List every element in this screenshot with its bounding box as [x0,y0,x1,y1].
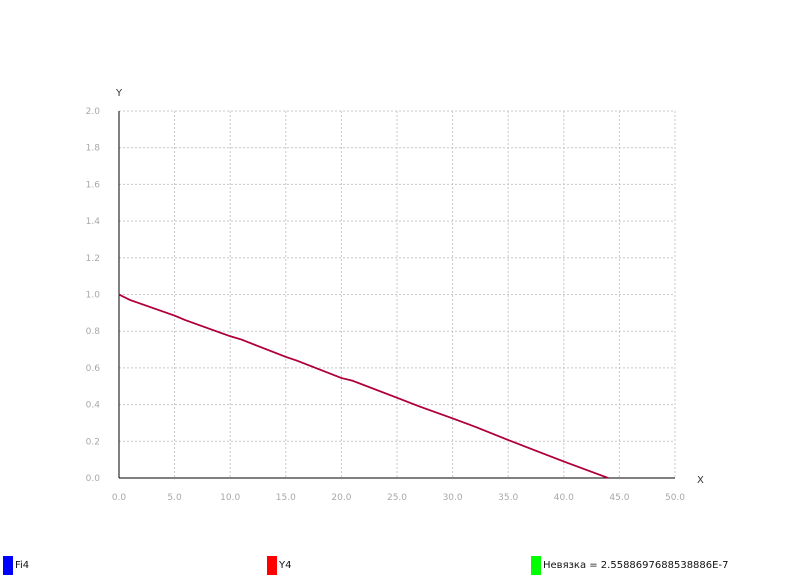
legend-swatch-residual [531,556,541,575]
x-tick-label: 20.0 [331,493,351,503]
y-tick-label: 1.0 [86,291,101,301]
legend-label-residual: Невязка = 2.5588697688538886E-7 [543,560,729,571]
x-axis-label: X [697,475,704,486]
legend-item-y4: Y4 [267,556,291,575]
y-tick-label: 0.4 [86,401,101,411]
y-tick-label: 1.2 [86,254,100,264]
x-tick-label: 25.0 [387,493,407,503]
y-tick-label: 0.0 [86,474,101,484]
legend-label-fi4: Fi4 [15,560,30,571]
y-tick-label: 0.8 [86,327,101,337]
y-axis-label: Y [115,88,123,99]
series-line-y4 [118,293,609,479]
y-tick-label: 0.2 [86,437,100,447]
x-tick-label: 50.0 [665,493,685,503]
grid [119,110,676,478]
x-tick-label: 0.0 [112,493,127,503]
x-tick-label: 5.0 [167,493,182,503]
x-tick-label: 30.0 [443,493,463,503]
y-tick-label: 1.6 [86,180,101,190]
legend-item-fi4: Fi4 [3,556,29,575]
x-tick-label: 40.0 [554,493,574,503]
x-tick-label: 15.0 [276,493,296,503]
legend-swatch-fi4 [3,556,13,575]
y-tick-label: 1.4 [86,217,101,227]
x-tick-label: 10.0 [220,493,240,503]
y-tick-label: 0.6 [86,364,101,374]
legend-swatch-y4 [267,556,277,575]
legend-item-residual: Невязка = 2.5588697688538886E-7 [531,556,728,575]
series [118,293,609,479]
y-tick-label: 1.8 [86,144,101,154]
y-tick-labels: 0.0 0.2 0.4 0.6 0.8 1.0 1.2 1.4 1.6 1.8 2.0 [86,107,101,484]
x-tick-label: 45.0 [609,493,629,503]
x-tick-labels: 0.0 5.0 10.0 15.0 20.0 25.0 30.0 35.0 40.0 45.0 50… [112,493,685,503]
legend-label-y4: Y4 [279,560,292,571]
y-tick-label: 2.0 [86,107,101,117]
x-tick-label: 35.0 [498,493,518,503]
